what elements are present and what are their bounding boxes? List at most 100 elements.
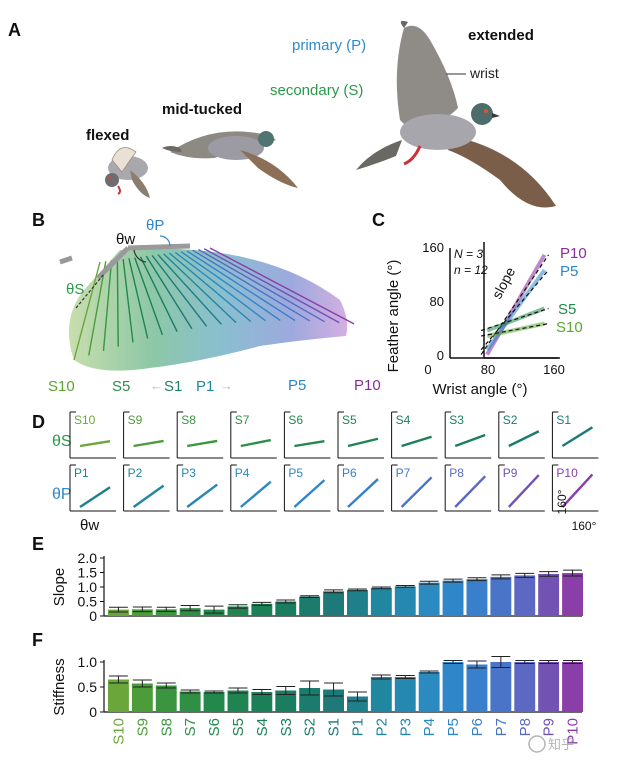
chart-c-label-s10: S10	[556, 319, 583, 336]
bar-p3	[394, 586, 416, 616]
feather-line	[192, 249, 311, 322]
feather-line	[169, 252, 252, 323]
bar-p4	[418, 582, 440, 616]
mini-plot-label: P2	[128, 466, 143, 480]
chart-c-xtick-160: 160	[543, 362, 565, 377]
y-tick-label: 2.0	[78, 550, 98, 566]
bar-s2	[299, 596, 321, 616]
feather-line	[145, 255, 193, 330]
chart-c-fit-s10	[481, 323, 549, 337]
chart-c-xtick-80: 80	[481, 362, 495, 377]
feather-line	[102, 260, 113, 352]
label-primary: primary (P)	[292, 37, 366, 54]
chart-c-xlabel: Wrist angle (°)	[433, 381, 528, 398]
chart-c-ytick-160: 160	[422, 240, 444, 255]
feather-line	[151, 254, 208, 327]
mini-plot-s5: S5	[337, 411, 384, 459]
x-tick-label-s1: S1	[326, 718, 343, 736]
bar-s1	[323, 591, 344, 616]
chart-c-series-p5	[485, 268, 547, 351]
mini-plot-trace	[507, 474, 540, 508]
panel-d-scale-x: 160°	[572, 519, 597, 533]
label-theta-s: θS	[66, 281, 84, 298]
mini-plot-label: S10	[74, 413, 96, 427]
bar-s8	[155, 609, 177, 616]
bar-s5	[227, 606, 249, 616]
x-tick-label-s7: S7	[182, 718, 199, 736]
chart-f-stiffness-bars: 1.0 0.5 0 Stiffness S10 S9 S8 S7 S6 S5 S4 S3 S2 S1 P1 P…	[51, 654, 583, 745]
feather-label-s5: S5	[112, 378, 130, 395]
mini-plot-s2: S2	[498, 411, 545, 459]
panel-letter-e: E	[32, 534, 44, 554]
bar-p2	[370, 587, 392, 616]
chart-c-xtick-0: 0	[424, 362, 431, 377]
mini-plot-p9: P9	[498, 464, 545, 512]
pigeon-extended-illustration	[356, 20, 556, 208]
mini-plot-trace	[293, 479, 326, 508]
mini-plot-trace	[561, 473, 594, 508]
mini-plot-trace	[454, 475, 487, 508]
mini-plot-label: S2	[503, 413, 518, 427]
chart-c-slope-label: slope	[489, 264, 519, 301]
x-tick-label-p3: P3	[397, 718, 414, 736]
bar-s4	[251, 692, 273, 712]
chart-c-ylabel: Feather angle (°)	[385, 260, 402, 373]
mini-plot-trace	[187, 439, 218, 448]
mini-plot-p8: P8	[444, 464, 492, 512]
label-theta-w: θw	[116, 231, 135, 248]
mini-plot-s3: S3	[444, 411, 492, 459]
panel-letter-a: A	[8, 20, 21, 40]
chart-c-label-p10: P10	[560, 245, 587, 262]
mini-plot-label: P3	[181, 466, 196, 480]
bar-p4	[418, 672, 440, 712]
mini-plot-label: P10	[556, 466, 578, 480]
mini-plot-p10: P10	[551, 464, 599, 512]
mini-plot-s1: S1	[551, 411, 599, 459]
feather-label-p5: P5	[288, 377, 306, 394]
x-tick-label-p7: P7	[493, 718, 510, 736]
mini-plot-trace	[454, 433, 486, 448]
bar-s9	[131, 609, 153, 616]
feather-line	[122, 258, 134, 343]
bar-s3	[275, 690, 297, 712]
bar-p10	[562, 573, 583, 616]
feather-label-p10: P10	[354, 377, 381, 394]
bar-p7	[490, 662, 512, 712]
mini-plot-trace	[79, 486, 111, 509]
x-tick-label-s4: S4	[254, 718, 271, 736]
chart-c-ytick-80: 80	[430, 294, 444, 309]
bar-s3	[275, 601, 297, 616]
x-tick-label-s10: S10	[110, 718, 127, 745]
label-extended: extended	[468, 27, 534, 44]
chart-c-fit-s5	[480, 307, 549, 332]
x-tick-label-p8: P8	[517, 718, 534, 736]
x-tick-label-s6: S6	[206, 718, 223, 736]
pigeon-flexed-illustration	[105, 147, 150, 198]
mini-plot-p4: P4	[230, 464, 277, 512]
bar-p2	[370, 677, 392, 712]
bar-p8	[514, 662, 536, 712]
panel-letter-b: B	[32, 210, 45, 230]
mini-plot-p5: P5	[283, 464, 331, 512]
svg-text:知乎: 知乎	[548, 737, 574, 752]
mini-plot-label: S4	[396, 413, 411, 427]
mini-plot-s4: S4	[391, 411, 438, 459]
feather-label-s10: S10	[48, 378, 75, 395]
mini-plot-p1: P1	[69, 464, 116, 512]
feather-line	[180, 251, 281, 322]
x-tick-label-s2: S2	[302, 718, 319, 736]
mini-plot-trace	[186, 483, 218, 508]
label-wrist: wrist	[469, 65, 499, 81]
mini-plot-trace	[401, 435, 432, 448]
arrow-right-icon: →	[220, 378, 233, 393]
panel-d-scale-y: 160°	[555, 489, 569, 514]
x-tick-label-p2: P2	[373, 718, 390, 736]
x-tick-label-p6: P6	[469, 718, 486, 736]
bar-s7	[179, 691, 201, 712]
feather-line	[157, 254, 222, 325]
chart-c-feather-vs-wrist	[480, 242, 560, 359]
mini-plot-p7: P7	[391, 464, 438, 512]
bar-p7	[490, 576, 512, 616]
